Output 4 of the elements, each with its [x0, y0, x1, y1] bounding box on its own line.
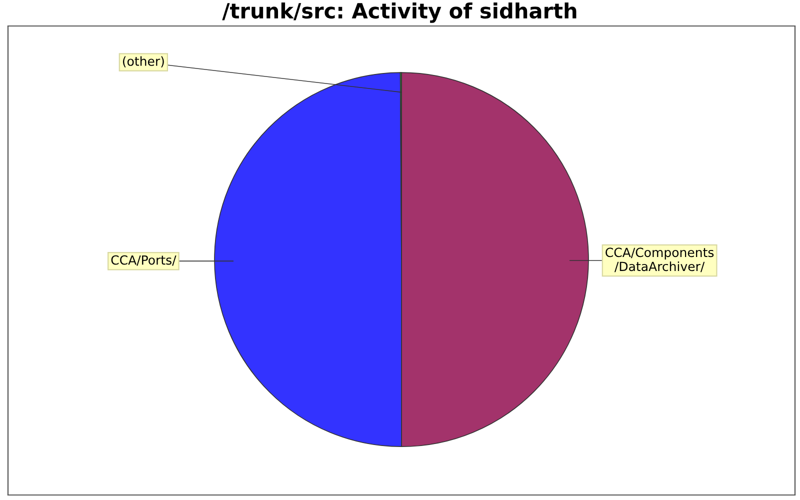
- slice-label: CCA/Ports/: [111, 255, 176, 266]
- slice-label: (other): [122, 56, 164, 68]
- chart-title: /trunk/src: Activity of sidharth: [222, 2, 576, 23]
- slice-label: CCA/Components /DataArchiver/: [606, 248, 714, 272]
